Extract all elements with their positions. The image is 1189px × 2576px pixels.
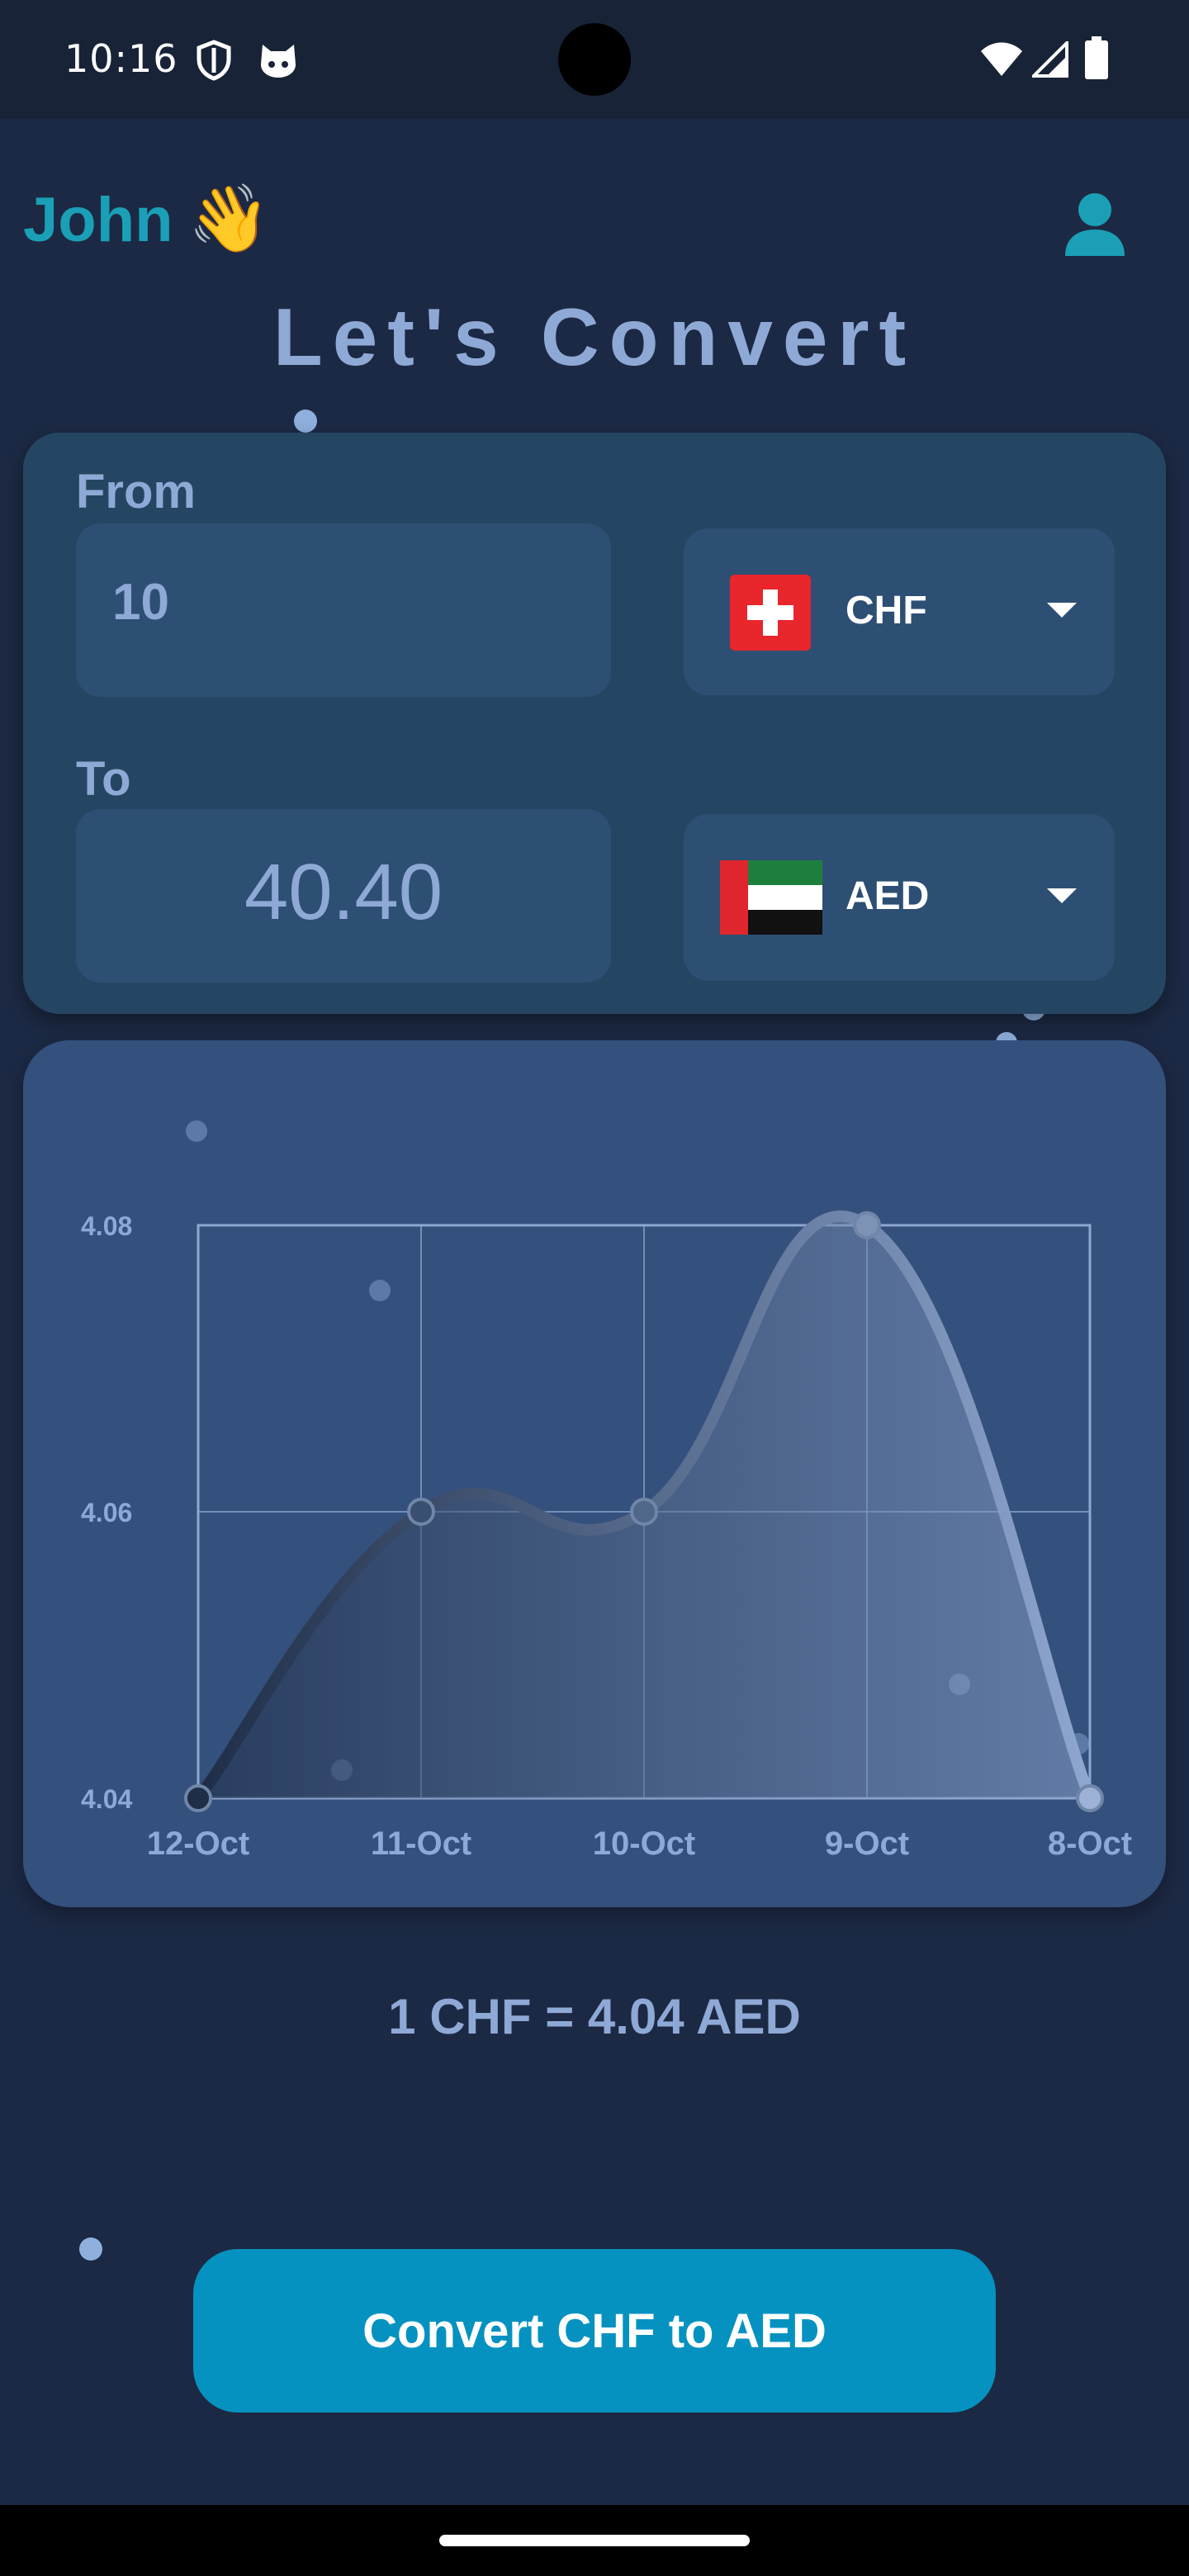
- status-time: 10:16: [64, 36, 178, 81]
- decor-dot: [294, 410, 317, 433]
- x-tick-label: 11-Oct: [371, 1825, 471, 1862]
- chart-card: 12-Oct 11-Oct 10-Oct 9-Oct 8-Oct 4.08 4.06 4.04: [23, 1040, 1166, 1907]
- series-line: [192, 1210, 1096, 1804]
- from-label: From: [76, 465, 196, 519]
- convert-button[interactable]: Convert CHF to AED: [193, 2249, 996, 2413]
- exchange-rate-text: 1 CHF = 4.04 AED: [388, 1989, 801, 2044]
- to-amount-value: 40.40: [244, 848, 443, 936]
- chevron-down-icon: [1047, 603, 1077, 618]
- data-point: [407, 1498, 435, 1526]
- page-title: Let's Convert: [272, 291, 917, 382]
- status-bar: 10:16: [0, 0, 1189, 119]
- from-amount-value: 10: [112, 574, 169, 631]
- wave-emoji: 👋: [187, 182, 271, 255]
- data-point: [1076, 1784, 1104, 1812]
- x-tick-label: 9-Oct: [825, 1825, 909, 1862]
- decor-dot: [369, 1280, 391, 1301]
- profile-button[interactable]: [1062, 190, 1128, 259]
- y-tick-label: 4.04: [81, 1784, 132, 1814]
- home-indicator[interactable]: [439, 2535, 750, 2546]
- shield-icon: [197, 40, 231, 81]
- to-currency-code: AED: [846, 874, 930, 918]
- y-tick-label: 4.08: [81, 1211, 132, 1241]
- area-fill: [198, 1216, 1090, 1798]
- switzerland-flag-icon: [730, 575, 811, 651]
- x-tick-label: 10-Oct: [593, 1825, 696, 1862]
- person-icon: [1078, 193, 1111, 226]
- greeting-name: John: [23, 185, 173, 255]
- signal-icon: [1032, 41, 1068, 78]
- converter-card: From 10 CHF To 40.40 AED: [23, 433, 1166, 1014]
- y-tick-label: 4.06: [81, 1498, 132, 1527]
- decor-dot: [79, 2237, 102, 2261]
- to-label: To: [76, 752, 131, 806]
- to-amount-output[interactable]: 40.40: [76, 809, 611, 983]
- from-currency-dropdown[interactable]: CHF: [684, 528, 1115, 695]
- uae-flag-icon: [720, 860, 822, 935]
- from-currency-code: CHF: [846, 589, 927, 632]
- rate-history-chart: 12-Oct 11-Oct 10-Oct 9-Oct 8-Oct 4.08 4.06 4.04: [81, 1120, 1132, 1862]
- greeting: John 👋: [23, 180, 270, 258]
- camera-cutout: [558, 23, 631, 96]
- system-nav-bar: [0, 2505, 1189, 2576]
- data-point: [853, 1211, 881, 1239]
- from-amount-input[interactable]: 10: [76, 523, 611, 697]
- to-currency-dropdown[interactable]: AED: [684, 814, 1115, 981]
- data-point: [184, 1784, 212, 1812]
- battery-icon: [1085, 36, 1108, 79]
- decor-dot: [186, 1120, 207, 1142]
- data-point: [630, 1498, 658, 1526]
- chevron-down-icon: [1047, 888, 1077, 903]
- x-tick-label: 12-Oct: [147, 1825, 250, 1862]
- wifi-icon: [981, 42, 1022, 76]
- x-tick-label: 8-Oct: [1048, 1825, 1132, 1862]
- cat-face-icon: [261, 45, 296, 78]
